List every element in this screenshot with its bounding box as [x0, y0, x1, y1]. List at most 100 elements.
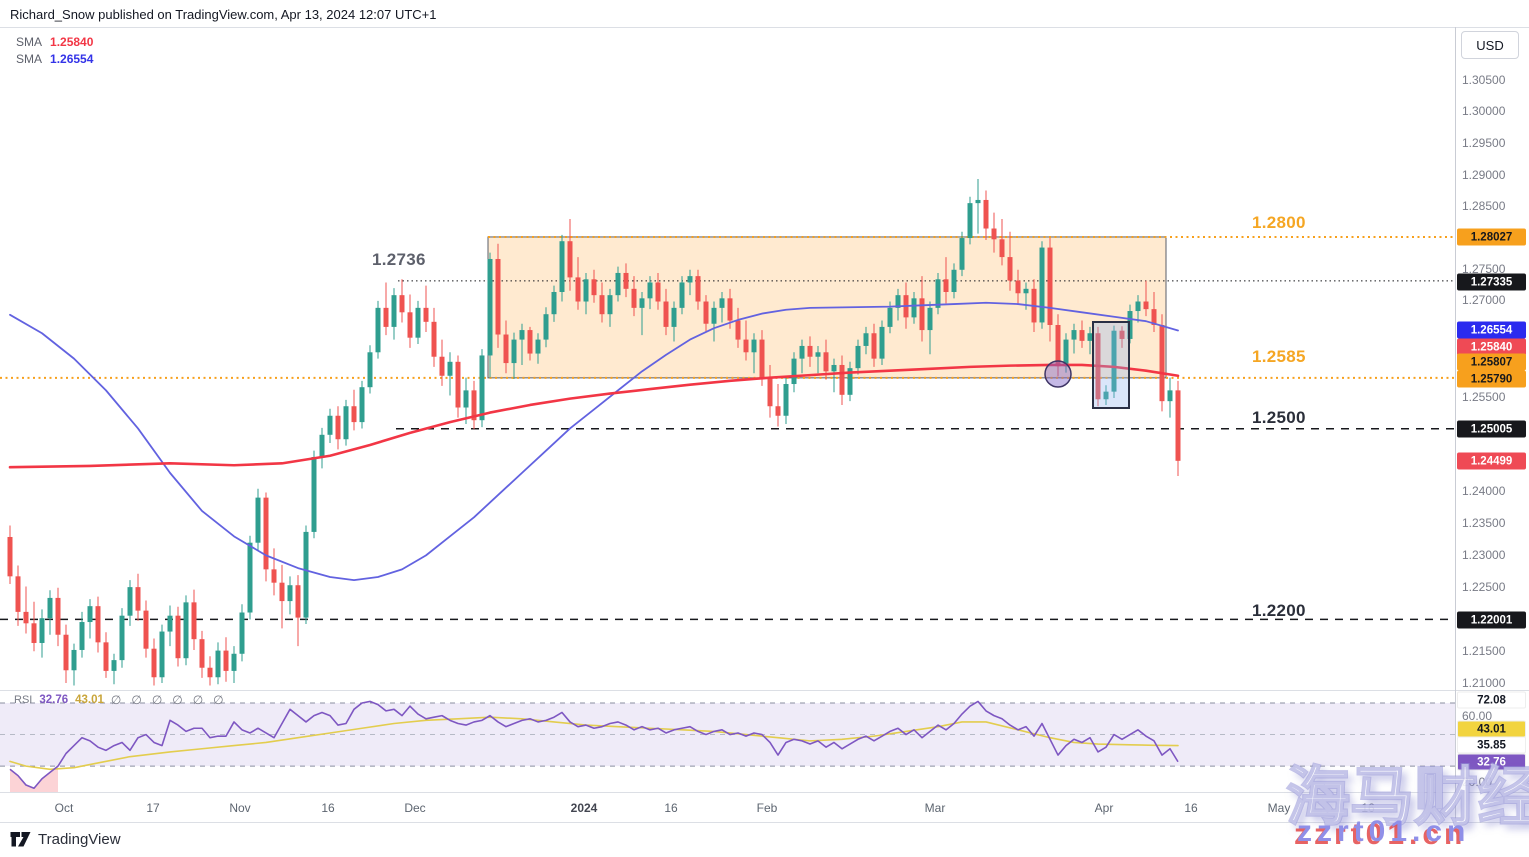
candle	[151, 648, 157, 678]
candle	[655, 282, 661, 302]
candle	[623, 272, 629, 289]
candle	[1151, 309, 1157, 325]
time-axis-label: 17	[146, 801, 160, 815]
candle	[727, 298, 733, 321]
rsi-oversold-fill	[10, 766, 58, 792]
rsi-value-pill: 35.85	[1457, 736, 1526, 754]
candle	[815, 352, 821, 357]
candle	[607, 295, 613, 315]
candle	[1055, 324, 1061, 367]
candle	[431, 321, 437, 357]
candle	[295, 585, 301, 618]
time-axis-label: May	[1267, 801, 1291, 815]
candle	[583, 279, 589, 302]
pane-separator[interactable]	[0, 690, 1529, 691]
candle	[719, 298, 725, 308]
price-axis-tick: 1.25500	[1462, 390, 1506, 404]
candle	[751, 339, 757, 353]
candle	[551, 291, 557, 315]
rsi-value-pill: 32.76	[1457, 753, 1526, 771]
tradingview-logo-link[interactable]: TradingView	[10, 830, 121, 848]
candle	[599, 295, 605, 315]
candle	[759, 339, 765, 378]
candle	[143, 610, 149, 649]
time-axis-label: 16	[1184, 801, 1198, 815]
candle	[159, 631, 165, 678]
candle	[863, 333, 869, 346]
candle	[807, 345, 813, 357]
candle	[207, 667, 213, 678]
candle	[975, 199, 981, 204]
candle	[287, 585, 293, 602]
candle	[343, 406, 349, 440]
candle	[127, 587, 133, 616]
highlight-rectangle	[1092, 321, 1130, 409]
rsi-value-pill: 72.08	[1457, 691, 1526, 709]
time-axis-border	[0, 792, 1529, 793]
price-annotation-text: 1.2736	[372, 250, 426, 269]
rsi-line	[9, 700, 1179, 790]
candle	[255, 497, 261, 543]
price-chart-canvas[interactable]	[0, 27, 1455, 822]
candle	[1087, 333, 1093, 341]
sma-blue-value: 1.26554	[50, 52, 94, 66]
price-axis-tick: 1.30500	[1462, 73, 1506, 87]
candle	[703, 301, 709, 324]
price-axis-tick: 1.30000	[1462, 104, 1506, 118]
candle	[1039, 247, 1045, 323]
candle	[463, 390, 469, 408]
sma-legend-row-1: SMA 1.25840	[16, 35, 93, 49]
candle	[183, 602, 189, 659]
rsi-legend-title: RSI	[14, 694, 33, 706]
candle	[191, 602, 197, 640]
candle	[135, 587, 141, 611]
candle	[79, 622, 85, 650]
time-axis-label: Feb	[756, 801, 778, 815]
candle	[367, 352, 373, 388]
price-axis-tick: 1.29000	[1462, 168, 1506, 182]
time-axis-label: 16	[1361, 801, 1375, 815]
candle	[519, 330, 525, 340]
candle	[511, 339, 517, 364]
price-axis-tick: 1.27500	[1462, 262, 1506, 276]
candle	[639, 298, 645, 308]
candle	[455, 361, 461, 408]
candle	[1015, 280, 1021, 294]
candle	[167, 615, 173, 632]
tradingview-icon	[10, 832, 31, 847]
candle	[7, 536, 13, 577]
price-axis-tick: 1.27000	[1462, 293, 1506, 307]
candle	[999, 239, 1005, 258]
time-axis-label: 16	[664, 801, 678, 815]
price-label-pill: 1.25790	[1457, 370, 1526, 388]
rsi-axis-tick: 60.00	[1462, 709, 1493, 723]
currency-toggle-button[interactable]: USD	[1461, 31, 1519, 59]
candle	[1079, 330, 1085, 341]
candle	[23, 611, 29, 624]
candle	[735, 320, 741, 340]
candle	[231, 653, 237, 671]
candle	[951, 269, 957, 292]
candle	[279, 582, 285, 602]
price-axis-border[interactable]	[1455, 27, 1456, 822]
candle	[1167, 390, 1173, 402]
price-annotation-text: 1.2585	[1252, 347, 1306, 366]
candle	[1047, 247, 1053, 325]
candle	[487, 258, 493, 356]
candle	[383, 307, 389, 327]
candle	[991, 228, 997, 240]
rsi-divergence-empty-markers: ∅∅∅∅∅∅	[110, 693, 234, 707]
candle	[935, 279, 941, 308]
candle	[983, 199, 989, 229]
rsi-axis-tick: 20.00	[1462, 775, 1493, 789]
candle	[943, 279, 949, 292]
rsi-legend-value: 32.76	[39, 694, 69, 706]
rsi-indicator-legend[interactable]: RSI 32.76 43.01 ∅∅∅∅∅∅	[14, 693, 234, 707]
candle	[239, 612, 245, 654]
candle	[375, 307, 381, 353]
candle	[647, 282, 653, 299]
price-label-pill: 1.24499	[1457, 452, 1526, 470]
candle	[663, 301, 669, 327]
price-label-pill: 1.22001	[1457, 611, 1526, 629]
